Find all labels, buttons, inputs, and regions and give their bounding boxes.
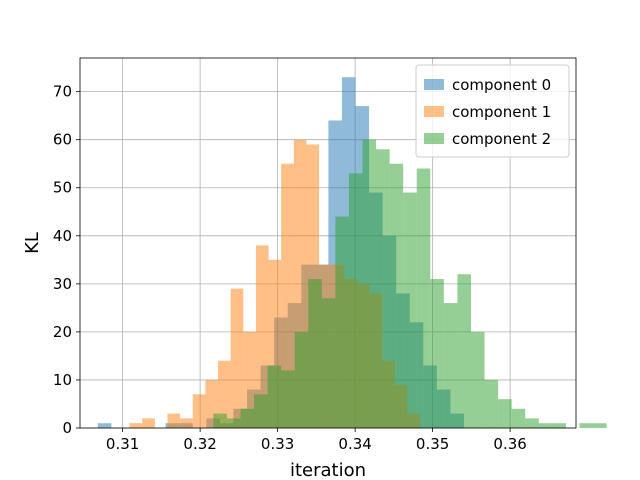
y-axis-ticks: 0 10 20 30 40 50 60 70 (53, 83, 80, 437)
histogram-bar (218, 360, 231, 428)
histogram-bar (255, 245, 269, 428)
histogram-bar (430, 279, 444, 428)
histogram-bar (389, 163, 404, 428)
x-tick-label: 0.36 (493, 435, 526, 453)
histogram-bar (416, 168, 431, 429)
y-tick-label: 60 (53, 131, 72, 149)
x-tick-label: 0.31 (106, 435, 139, 453)
histogram-bar (167, 413, 181, 428)
x-tick-label: 0.35 (416, 435, 449, 453)
histogram-bar (267, 365, 282, 428)
histogram-bar (281, 163, 294, 428)
histogram-bar (362, 139, 377, 429)
legend: component 0 component 1 component 2 (415, 64, 570, 158)
x-axis-ticks: 0.31 0.32 0.33 0.34 0.35 0.36 (106, 428, 527, 453)
histogram-bar (213, 413, 227, 428)
histogram-bar (335, 216, 349, 428)
legend-label: component 1 (452, 103, 551, 121)
histogram-bars (97, 77, 607, 429)
plot-frame (79, 57, 577, 429)
histogram-bar (457, 274, 471, 428)
histogram-bar (470, 331, 485, 428)
histogram-bar (484, 379, 499, 428)
histogram-bar (308, 279, 322, 428)
y-tick-label: 0 (62, 419, 72, 437)
histogram-bar (321, 298, 336, 428)
histogram-bar (226, 418, 241, 428)
histogram-bar (498, 399, 512, 428)
histogram-bar (294, 331, 309, 428)
histogram-bar (240, 408, 254, 428)
histogram-bar (192, 394, 206, 428)
histogram-bar (180, 418, 193, 428)
x-tick-label: 0.33 (261, 435, 294, 453)
y-tick-label: 50 (53, 179, 72, 197)
histogram-bar (348, 173, 363, 428)
x-axis-label: iteration (290, 460, 366, 480)
x-tick-label: 0.32 (183, 435, 216, 453)
histogram-bar (129, 423, 143, 428)
histogram-bar (376, 149, 390, 428)
y-tick-label: 20 (53, 323, 72, 341)
y-tick-label: 10 (53, 371, 72, 389)
y-axis-label: KL (22, 232, 43, 254)
legend-swatch (424, 106, 444, 117)
legend-swatch (424, 79, 444, 90)
histogram-bar (253, 394, 268, 428)
histogram-bar (538, 423, 553, 428)
histogram-bar (243, 331, 256, 428)
histogram-bar (511, 408, 526, 428)
histogram-bar (230, 288, 244, 428)
histogram-bar (525, 418, 539, 428)
histogram-bar (97, 423, 112, 428)
legend-box (415, 64, 570, 158)
legend-label: component 2 (452, 130, 551, 148)
histogram-bar (579, 423, 594, 428)
x-tick-label: 0.34 (338, 435, 371, 453)
histogram-bar (142, 418, 155, 428)
histogram-bar (281, 370, 295, 428)
histogram-bar (552, 423, 566, 428)
histogram-bar (593, 423, 607, 428)
y-tick-label: 40 (53, 227, 72, 245)
y-tick-label: 70 (53, 83, 72, 101)
histogram-bar (403, 192, 417, 428)
y-tick-label: 30 (53, 275, 72, 293)
legend-label: component 0 (452, 76, 551, 94)
legend-swatch (424, 133, 444, 144)
histogram-bar (443, 303, 458, 428)
series-2-bars (213, 139, 607, 429)
